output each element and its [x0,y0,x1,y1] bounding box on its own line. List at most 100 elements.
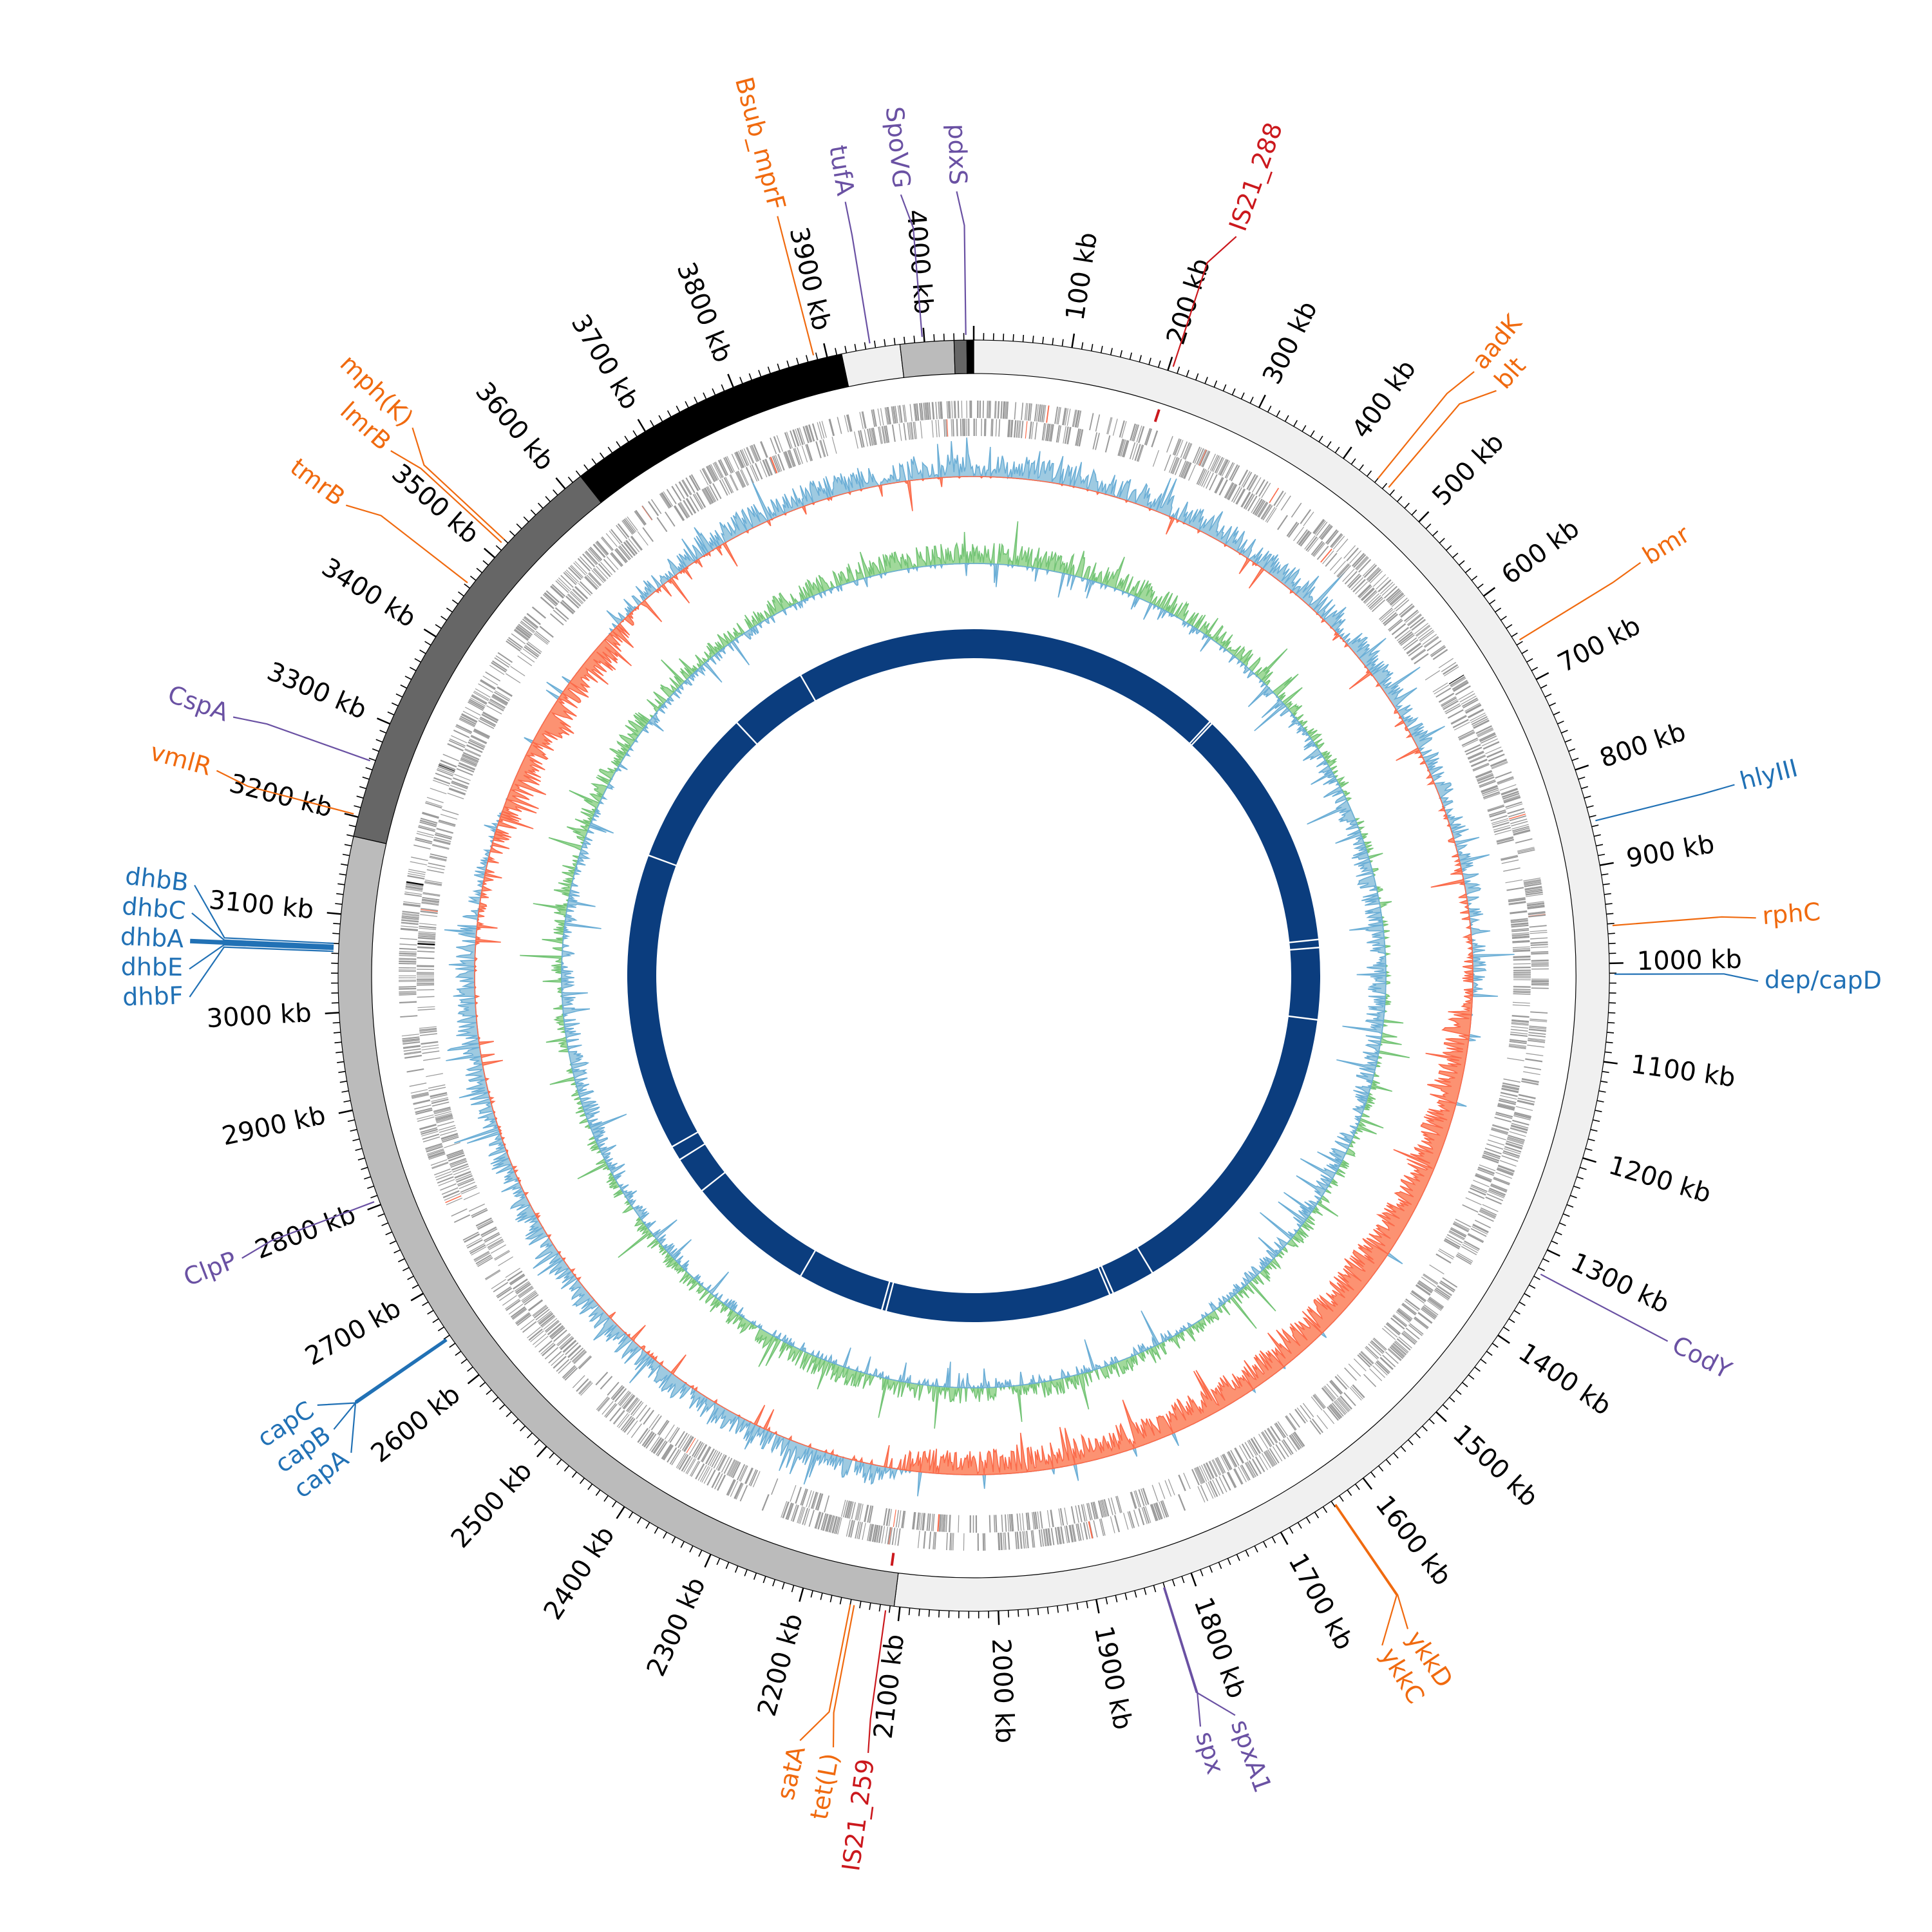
gene-mark [1493,1178,1510,1186]
minor-tick [1052,337,1054,345]
gene-mark [679,1434,690,1450]
gene-mark [539,625,554,638]
gene-mark [484,1233,500,1243]
gene-mark [1404,1300,1419,1312]
major-tick [467,1374,480,1385]
gene-mark [524,616,539,629]
gene-mark [1276,492,1287,507]
gene-mark [1251,497,1261,513]
gene-mark [477,1257,493,1267]
gene-mark [1357,583,1371,597]
minor-tick [1596,844,1604,847]
feature-label: dep/capD [1765,965,1882,994]
gene-mark [1513,987,1531,988]
gene-mark [831,437,837,454]
gene-mark [1269,1448,1280,1464]
gene-mark [1376,1361,1390,1374]
minor-tick [359,786,366,790]
gene-mark [421,1041,439,1045]
gene-mark [475,1255,492,1265]
gene-mark [1278,1442,1289,1457]
gene-mark [1512,940,1530,942]
gene-mark [1289,1412,1300,1428]
gene-mark [1396,1338,1411,1351]
gene-mark [1168,1479,1175,1495]
gene-mark [1489,1188,1506,1196]
gene-mark [406,881,424,886]
gene-mark [1209,1480,1218,1497]
gene-mark [1488,1189,1505,1197]
gene-mark [1479,781,1496,788]
gene-mark [1004,1532,1007,1550]
gene-mark [402,1037,420,1042]
gene-mark [399,943,417,946]
minor-tick [1528,1284,1536,1289]
minor-tick [694,396,698,404]
gene-mark [621,1394,633,1408]
minor-tick [1370,1472,1376,1478]
gene-mark [1515,1106,1533,1111]
minor-tick [1553,711,1560,715]
gene-mark [1025,1512,1029,1530]
gene-mark [1041,404,1045,422]
gene-mark [505,1267,521,1278]
gene-mark [1289,1434,1301,1450]
gene-mark [428,1153,446,1160]
gene-mark [1508,897,1526,901]
gene-mark [861,411,866,429]
gene-mark [642,527,654,542]
gene-mark [1528,1032,1546,1035]
gene-mark [418,824,436,831]
gene-mark [625,540,638,554]
minor-tick [1526,658,1533,663]
major-tick [1190,1573,1197,1587]
gene-mark [1031,421,1034,439]
gene-mark [488,1240,504,1251]
gene-mark [1511,1023,1529,1026]
gene-mark [417,943,435,945]
gene-mark [1491,1127,1509,1133]
gene-mark [910,422,913,440]
gene-mark [867,428,872,446]
gene-mark [404,1050,422,1054]
gene-mark [1453,681,1469,692]
feature-label: tmrB [285,453,350,511]
gene-mark [954,401,956,419]
feature-label: SpoVG [880,106,916,189]
minor-tick [419,649,426,654]
gene-mark [428,1151,445,1158]
gene-mark [677,1454,687,1469]
gene-mark [1503,795,1520,802]
gene-mark [739,1465,748,1482]
gene-mark [1016,1513,1019,1531]
gene-mark [1032,1530,1036,1548]
gene-mark [856,1503,861,1520]
gene-mark [1475,725,1492,734]
minor-tick [1263,1541,1267,1548]
gene-mark [1470,1186,1487,1193]
gene-mark [406,884,423,888]
gene-mark [893,406,897,424]
gene-mark [1122,440,1128,457]
gene-mark [1327,1406,1340,1421]
gene-mark [1075,410,1080,428]
minor-tick [844,346,848,354]
gene-mark [497,686,513,697]
gene-mark [1528,1037,1546,1041]
gene-mark [1275,1422,1287,1438]
gene-mark [891,406,895,424]
gene-mark [604,1403,616,1417]
gene-mark [1513,829,1531,836]
minor-tick [1600,1081,1608,1083]
gene-mark [1001,1532,1003,1550]
gene-mark [464,748,481,757]
gene-mark [1184,442,1191,460]
gene-mark [406,882,424,886]
gene-mark [1511,922,1529,925]
gene-mark [902,404,906,422]
gene-mark [1358,1352,1372,1367]
gene-mark [1255,1456,1265,1472]
gene-mark [1381,610,1395,623]
gene-mark [751,444,759,462]
gene-mark [1444,703,1461,713]
